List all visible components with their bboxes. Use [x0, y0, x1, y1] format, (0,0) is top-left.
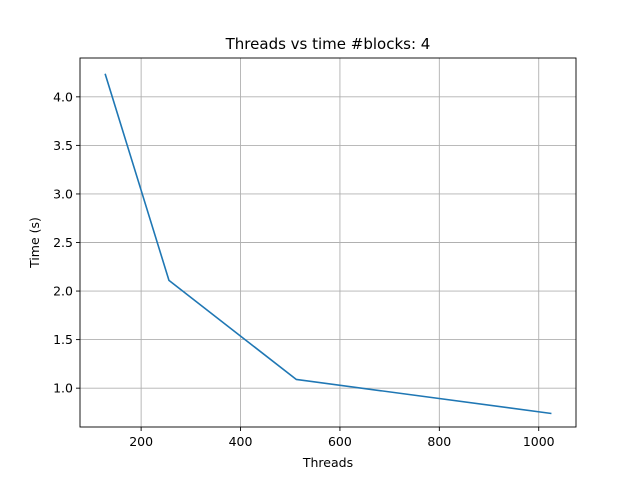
- x-tick-label: 600: [328, 434, 352, 449]
- y-tick-label: 1.0: [53, 381, 73, 396]
- y-axis-label: Time (s): [27, 217, 42, 269]
- y-tick-label: 3.5: [53, 138, 73, 153]
- chart-title: Threads vs time #blocks: 4: [225, 35, 431, 53]
- grid-lines: [80, 58, 576, 427]
- y-tick-label: 2.5: [53, 235, 73, 250]
- series-lines: [104, 73, 552, 415]
- y-tick-label: 3.0: [53, 186, 73, 201]
- y-tick-label: 1.5: [53, 332, 73, 347]
- y-tick-label: 4.0: [53, 89, 73, 104]
- x-tick-label: 1000: [523, 434, 555, 449]
- y-axis-ticks: 1.0 1.5 2.0 2.5 3.0 3.5 4.0: [53, 89, 80, 396]
- x-tick-label: 200: [129, 434, 153, 449]
- x-axis-ticks: 200 400 600 800 1000: [129, 427, 555, 449]
- x-tick-label: 800: [427, 434, 451, 449]
- y-tick-label: 2.0: [53, 284, 73, 299]
- x-axis-label: Threads: [302, 455, 353, 470]
- x-tick-label: 400: [229, 434, 253, 449]
- series-line: [104, 73, 552, 415]
